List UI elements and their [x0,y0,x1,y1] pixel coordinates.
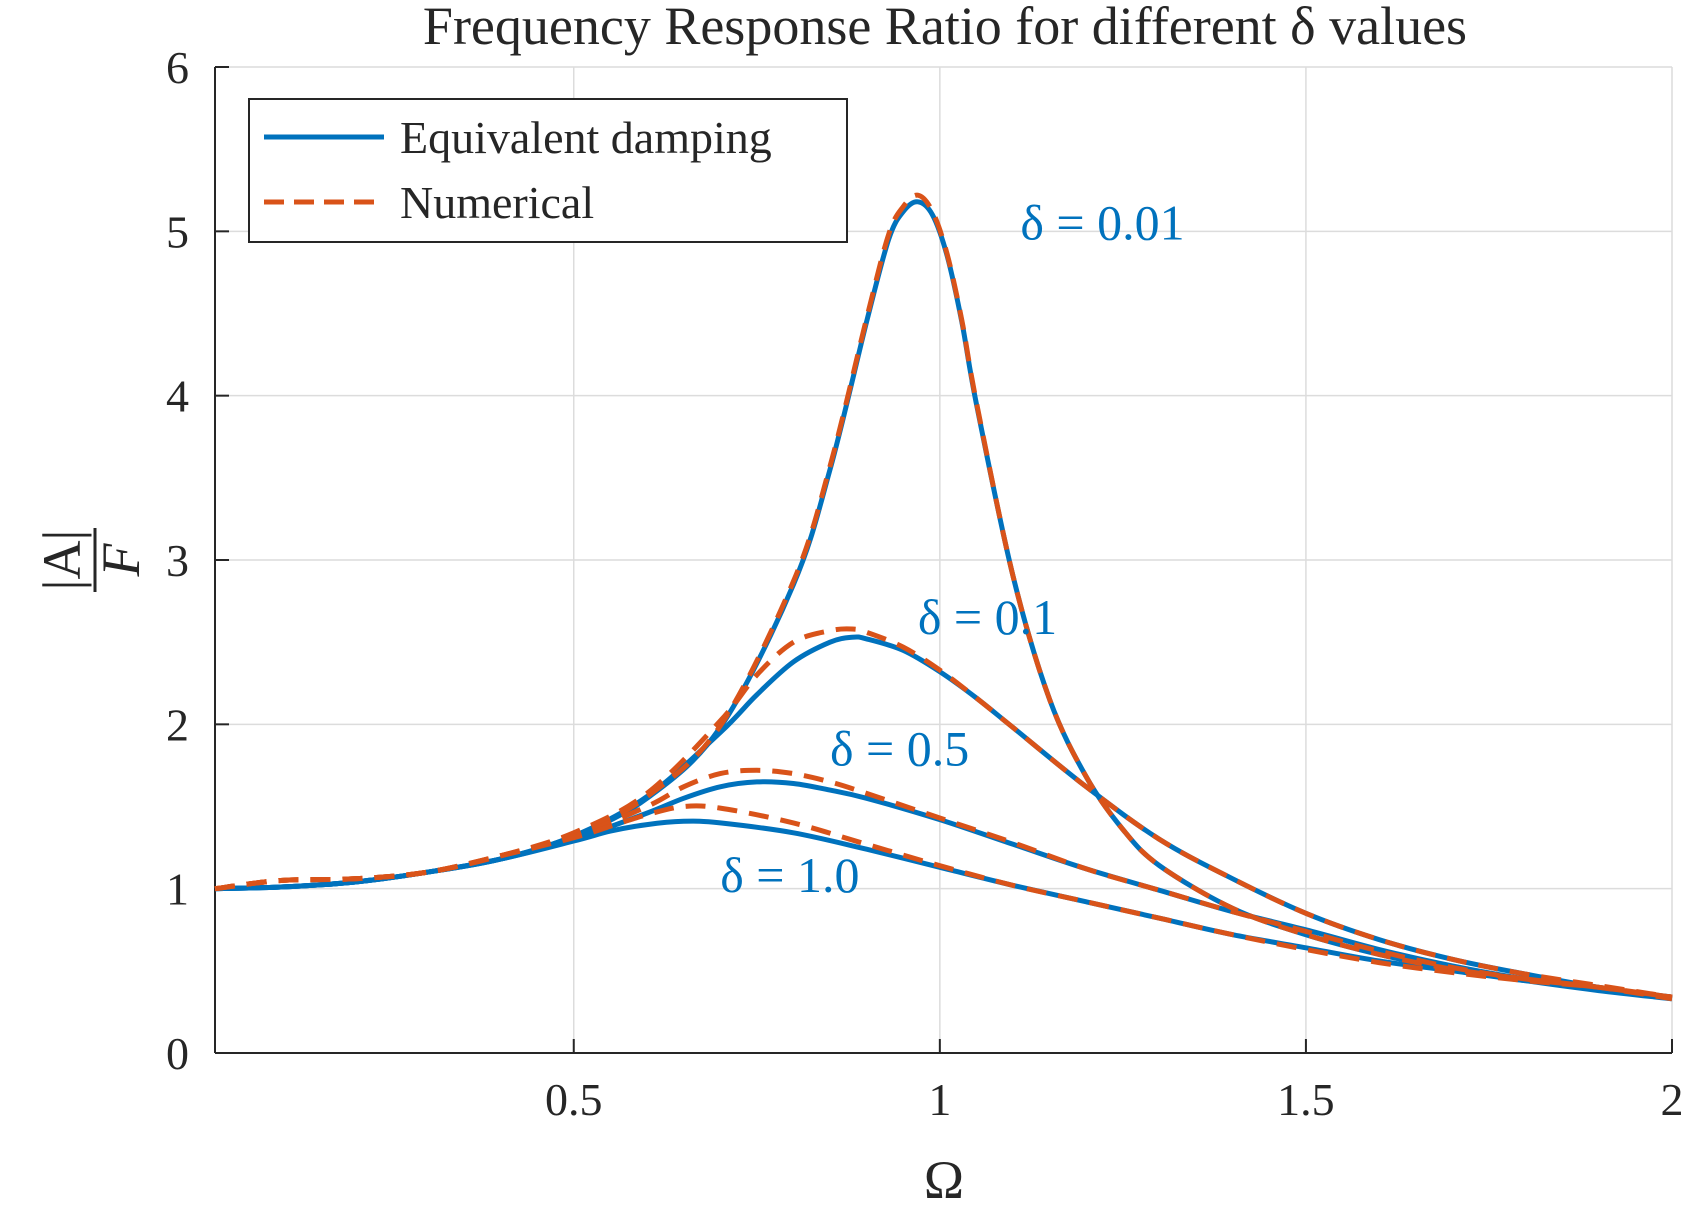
y-axis-label-numerator: |A| [32,530,92,591]
y-tick-label-6: 6 [166,42,189,93]
y-axis-ticks: 0 1 2 3 4 5 6 [166,42,229,1079]
y-axis-label: |A| F [32,528,151,592]
y-tick-label-3: 3 [166,535,189,586]
series-layer [214,192,1673,1002]
y-tick-label-4: 4 [166,371,189,422]
y-tick-label-1: 1 [166,864,189,915]
x-axis-ticks: 0.5 1 1.5 2 [545,1039,1683,1125]
y-tick-label-5: 5 [166,206,189,257]
annotation-delta-1: δ = 0.1 [918,589,1057,645]
annotations: δ = 0.01 δ = 0.1 δ = 0.5 δ = 1.0 [720,195,1184,903]
y-axis-label-denominator: F [91,543,151,578]
annotation-delta-2: δ = 0.5 [830,720,969,776]
x-tick-label-1: 1 [928,1074,951,1125]
legend-label-numerical: Numerical [400,177,594,228]
annotation-delta-3: δ = 1.0 [720,847,859,903]
legend: Equivalent damping Numerical [248,98,848,243]
y-tick-label-0: 0 [166,1028,189,1079]
series-numerical-delta-0_5 [214,767,1673,1000]
series-numerical-delta-0_1 [214,626,1673,1000]
annotation-delta-0: δ = 0.01 [1020,195,1184,251]
x-tick-label-3: 2 [1661,1074,1683,1125]
y-tick-label-2: 2 [166,699,189,750]
x-tick-label-2: 1.5 [1277,1074,1335,1125]
legend-label-equivalent: Equivalent damping [400,112,772,163]
chart-title: Frequency Response Ratio for different δ… [423,0,1467,56]
x-tick-label-0: 0.5 [545,1074,603,1125]
legend-box [248,98,848,243]
x-axis-label: Ω [924,1150,964,1206]
series-numerical-delta-1_0 [214,803,1673,1000]
